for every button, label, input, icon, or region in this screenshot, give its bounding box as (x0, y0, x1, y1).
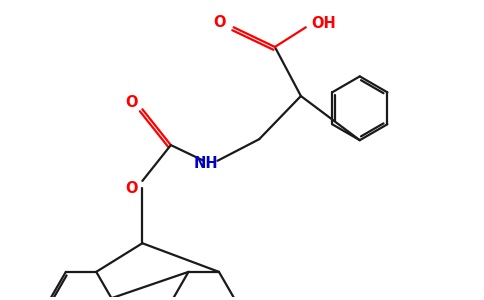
Text: O: O (125, 181, 138, 196)
Text: O: O (213, 15, 226, 30)
Text: OH: OH (312, 16, 336, 31)
Text: NH: NH (194, 156, 218, 171)
Text: O: O (125, 95, 138, 110)
